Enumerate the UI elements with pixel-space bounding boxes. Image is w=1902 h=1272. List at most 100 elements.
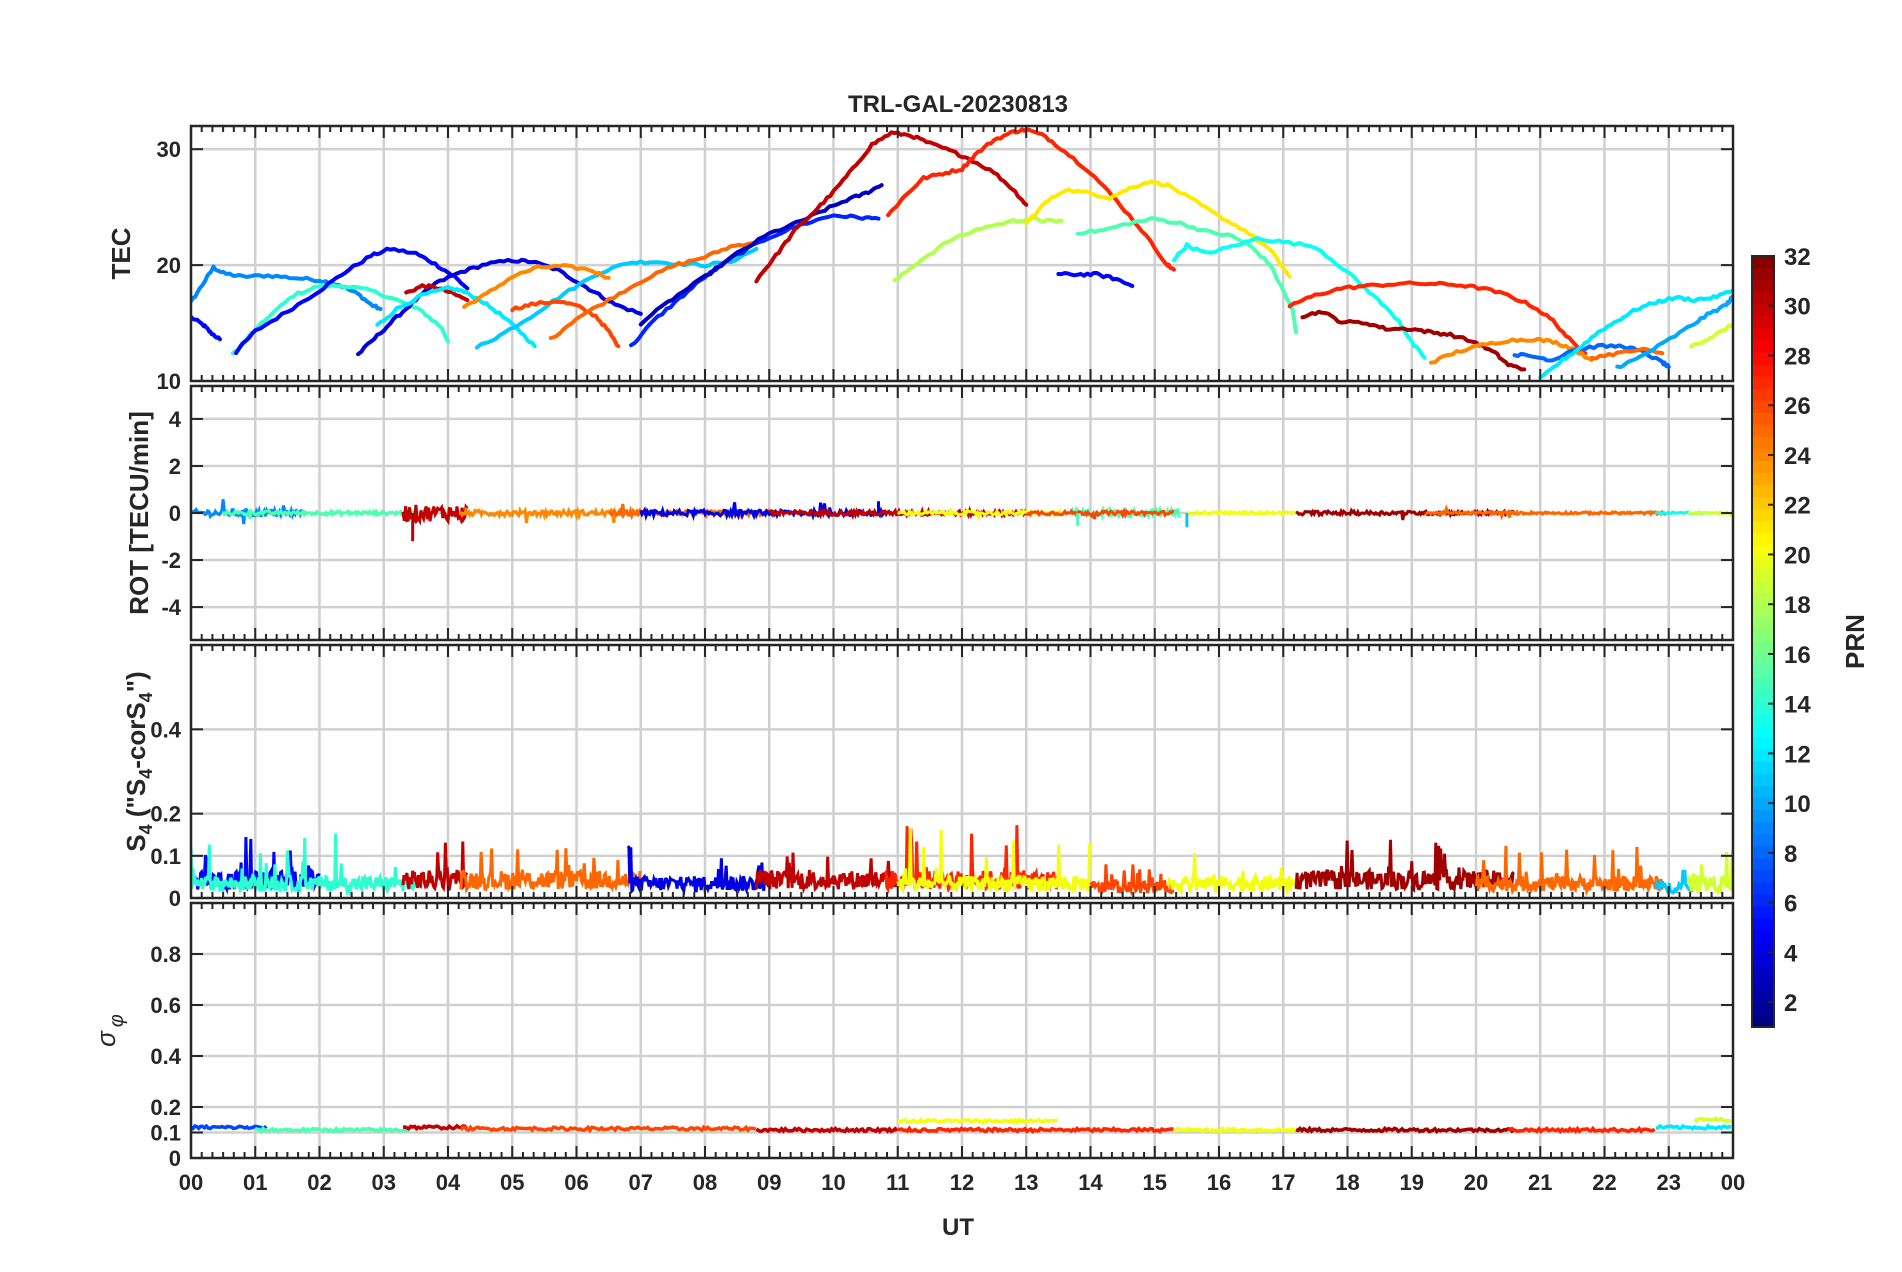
tec-series-prn-5 [191, 314, 222, 342]
colorbar-segment [1752, 256, 1774, 269]
colorbar-segment [1752, 629, 1774, 643]
y-axis-label: S4 ("S4-corS4") [121, 671, 156, 851]
colorbar-segment [1752, 653, 1774, 667]
tec-series-prn-27 [886, 127, 1176, 272]
chart-title: TRL-GAL-20230813 [848, 91, 1068, 118]
colorbar-segment [1752, 412, 1774, 426]
tec-series-prn-30 [754, 130, 1029, 284]
sigma-series-prn-30 [402, 1123, 468, 1132]
colorbar-segment [1752, 822, 1774, 835]
colorbar-segment [1752, 665, 1774, 679]
y-tick-label: 0.2 [150, 1095, 181, 1120]
rot-series-prn-15 [221, 507, 415, 520]
colorbar-tick-label: 18 [1784, 592, 1811, 619]
sigma-series-prn-7 [191, 1123, 268, 1131]
x-tick-label: 00 [1721, 1170, 1745, 1195]
x-tick-label: 18 [1335, 1170, 1359, 1195]
panel-rot: -4 -2 0 2 4 ROT [TECU/min] [124, 384, 1735, 642]
panel-tec: 10 20 30 TEC [106, 124, 1735, 394]
colorbar-segment [1752, 846, 1774, 859]
s4-series-prn-14 [191, 833, 417, 897]
colorbar-segment [1752, 581, 1774, 594]
colorbar-segment [1752, 460, 1774, 474]
colorbar-segment [1752, 894, 1774, 908]
colorbar-segment [1752, 737, 1774, 751]
tec-series-prn-9 [191, 264, 383, 312]
sigma-series-prn-12 [1655, 1123, 1732, 1131]
sigma-series-prn-30 [755, 1126, 899, 1135]
x-tick-label: 04 [436, 1170, 461, 1195]
tec-series-prn-12 [1538, 288, 1733, 380]
colorbar-segment [1752, 545, 1774, 558]
s4-series-prn-25 [1474, 845, 1664, 897]
y-tick-label: 0 [169, 501, 181, 526]
colorbar-segment [1752, 749, 1774, 763]
colorbar-segment [1752, 436, 1774, 450]
colorbar-segment [1752, 918, 1774, 932]
x-tick-labels: 00 01 02 03 04 05 06 07 08 09 10 11 12 13 14 15 16 17 18 19… [179, 1170, 1745, 1195]
colorbar-segment [1752, 569, 1774, 582]
plot-data [191, 499, 1733, 542]
tec-series-prn-13 [1172, 235, 1427, 360]
colorbar-segment [1752, 557, 1774, 570]
y-tick-label: 10 [157, 369, 181, 394]
colorbar-segment [1752, 400, 1774, 414]
s4-series-prn-20 [1166, 852, 1298, 897]
tec-series-prn-24 [462, 263, 611, 309]
rot-series-prn-25 [1424, 503, 1670, 521]
tec-series-prn-27 [1287, 280, 1588, 356]
colorbar-tick-label: 28 [1784, 343, 1811, 370]
rot-series-prn-24 [459, 506, 643, 524]
colorbar-segment [1752, 966, 1774, 980]
colorbar-segment [1752, 364, 1774, 378]
x-tick-label: 08 [693, 1170, 717, 1195]
y-tick-label: 4 [169, 407, 182, 432]
colorbar-tick-label: 12 [1784, 741, 1811, 768]
colorbar-segment [1752, 376, 1774, 390]
colorbar-segment [1752, 1002, 1774, 1016]
y-tick-label: 0.1 [150, 844, 181, 869]
x-tick-label: 13 [1014, 1170, 1038, 1195]
tec-series-prn-3 [638, 183, 884, 327]
x-tick-label: 12 [950, 1170, 974, 1195]
x-tick-label: 19 [1400, 1170, 1424, 1195]
s4-series-prn-30 [401, 841, 469, 892]
x-tick-label: 05 [500, 1170, 524, 1195]
plot-data [191, 825, 1733, 897]
tec-series-prn-19 [1689, 322, 1733, 349]
s4-series-prn-25 [459, 848, 642, 895]
colorbar-tick-label: 14 [1784, 692, 1811, 719]
s4-series-prn-11 [1654, 869, 1695, 895]
s4-series-prn-30 [754, 852, 899, 895]
y-axis-label: TEC [106, 227, 136, 279]
colorbar-segment [1752, 316, 1774, 329]
x-tick-label: 23 [1657, 1170, 1681, 1195]
rot-series-prn-20 [1186, 508, 1297, 517]
colorbar-segment [1752, 448, 1774, 462]
colorbar-segment [1752, 786, 1774, 799]
sigma-series-prn-26 [459, 1124, 757, 1134]
x-tick-label: 07 [629, 1170, 653, 1195]
colorbar-label: PRN [1840, 614, 1870, 669]
x-tick-label: 17 [1271, 1170, 1295, 1195]
colorbar-tick-label: 30 [1784, 294, 1811, 321]
tec-series-prn-10 [1615, 294, 1733, 370]
colorbar-segment [1752, 810, 1774, 823]
s4-series-prn-19 [1686, 850, 1733, 897]
x-tick-label: 00 [179, 1170, 203, 1195]
colorbar-tick-label: 26 [1784, 393, 1811, 420]
sigma-series-prn-31 [1295, 1125, 1515, 1135]
panel-frame [189, 901, 1735, 1160]
plot-data [191, 1116, 1732, 1135]
colorbar-segment [1752, 713, 1774, 727]
colorbar-segment [1752, 340, 1774, 353]
colorbar-tick-label: 4 [1784, 940, 1798, 967]
rot-series-prn-26 [1025, 507, 1175, 520]
tec-series-prn-8 [1512, 342, 1671, 370]
colorbar-tick-label: 24 [1784, 443, 1811, 470]
plot-data [191, 127, 1733, 380]
colorbar-segment [1752, 882, 1774, 896]
colorbar-segment [1752, 280, 1774, 293]
